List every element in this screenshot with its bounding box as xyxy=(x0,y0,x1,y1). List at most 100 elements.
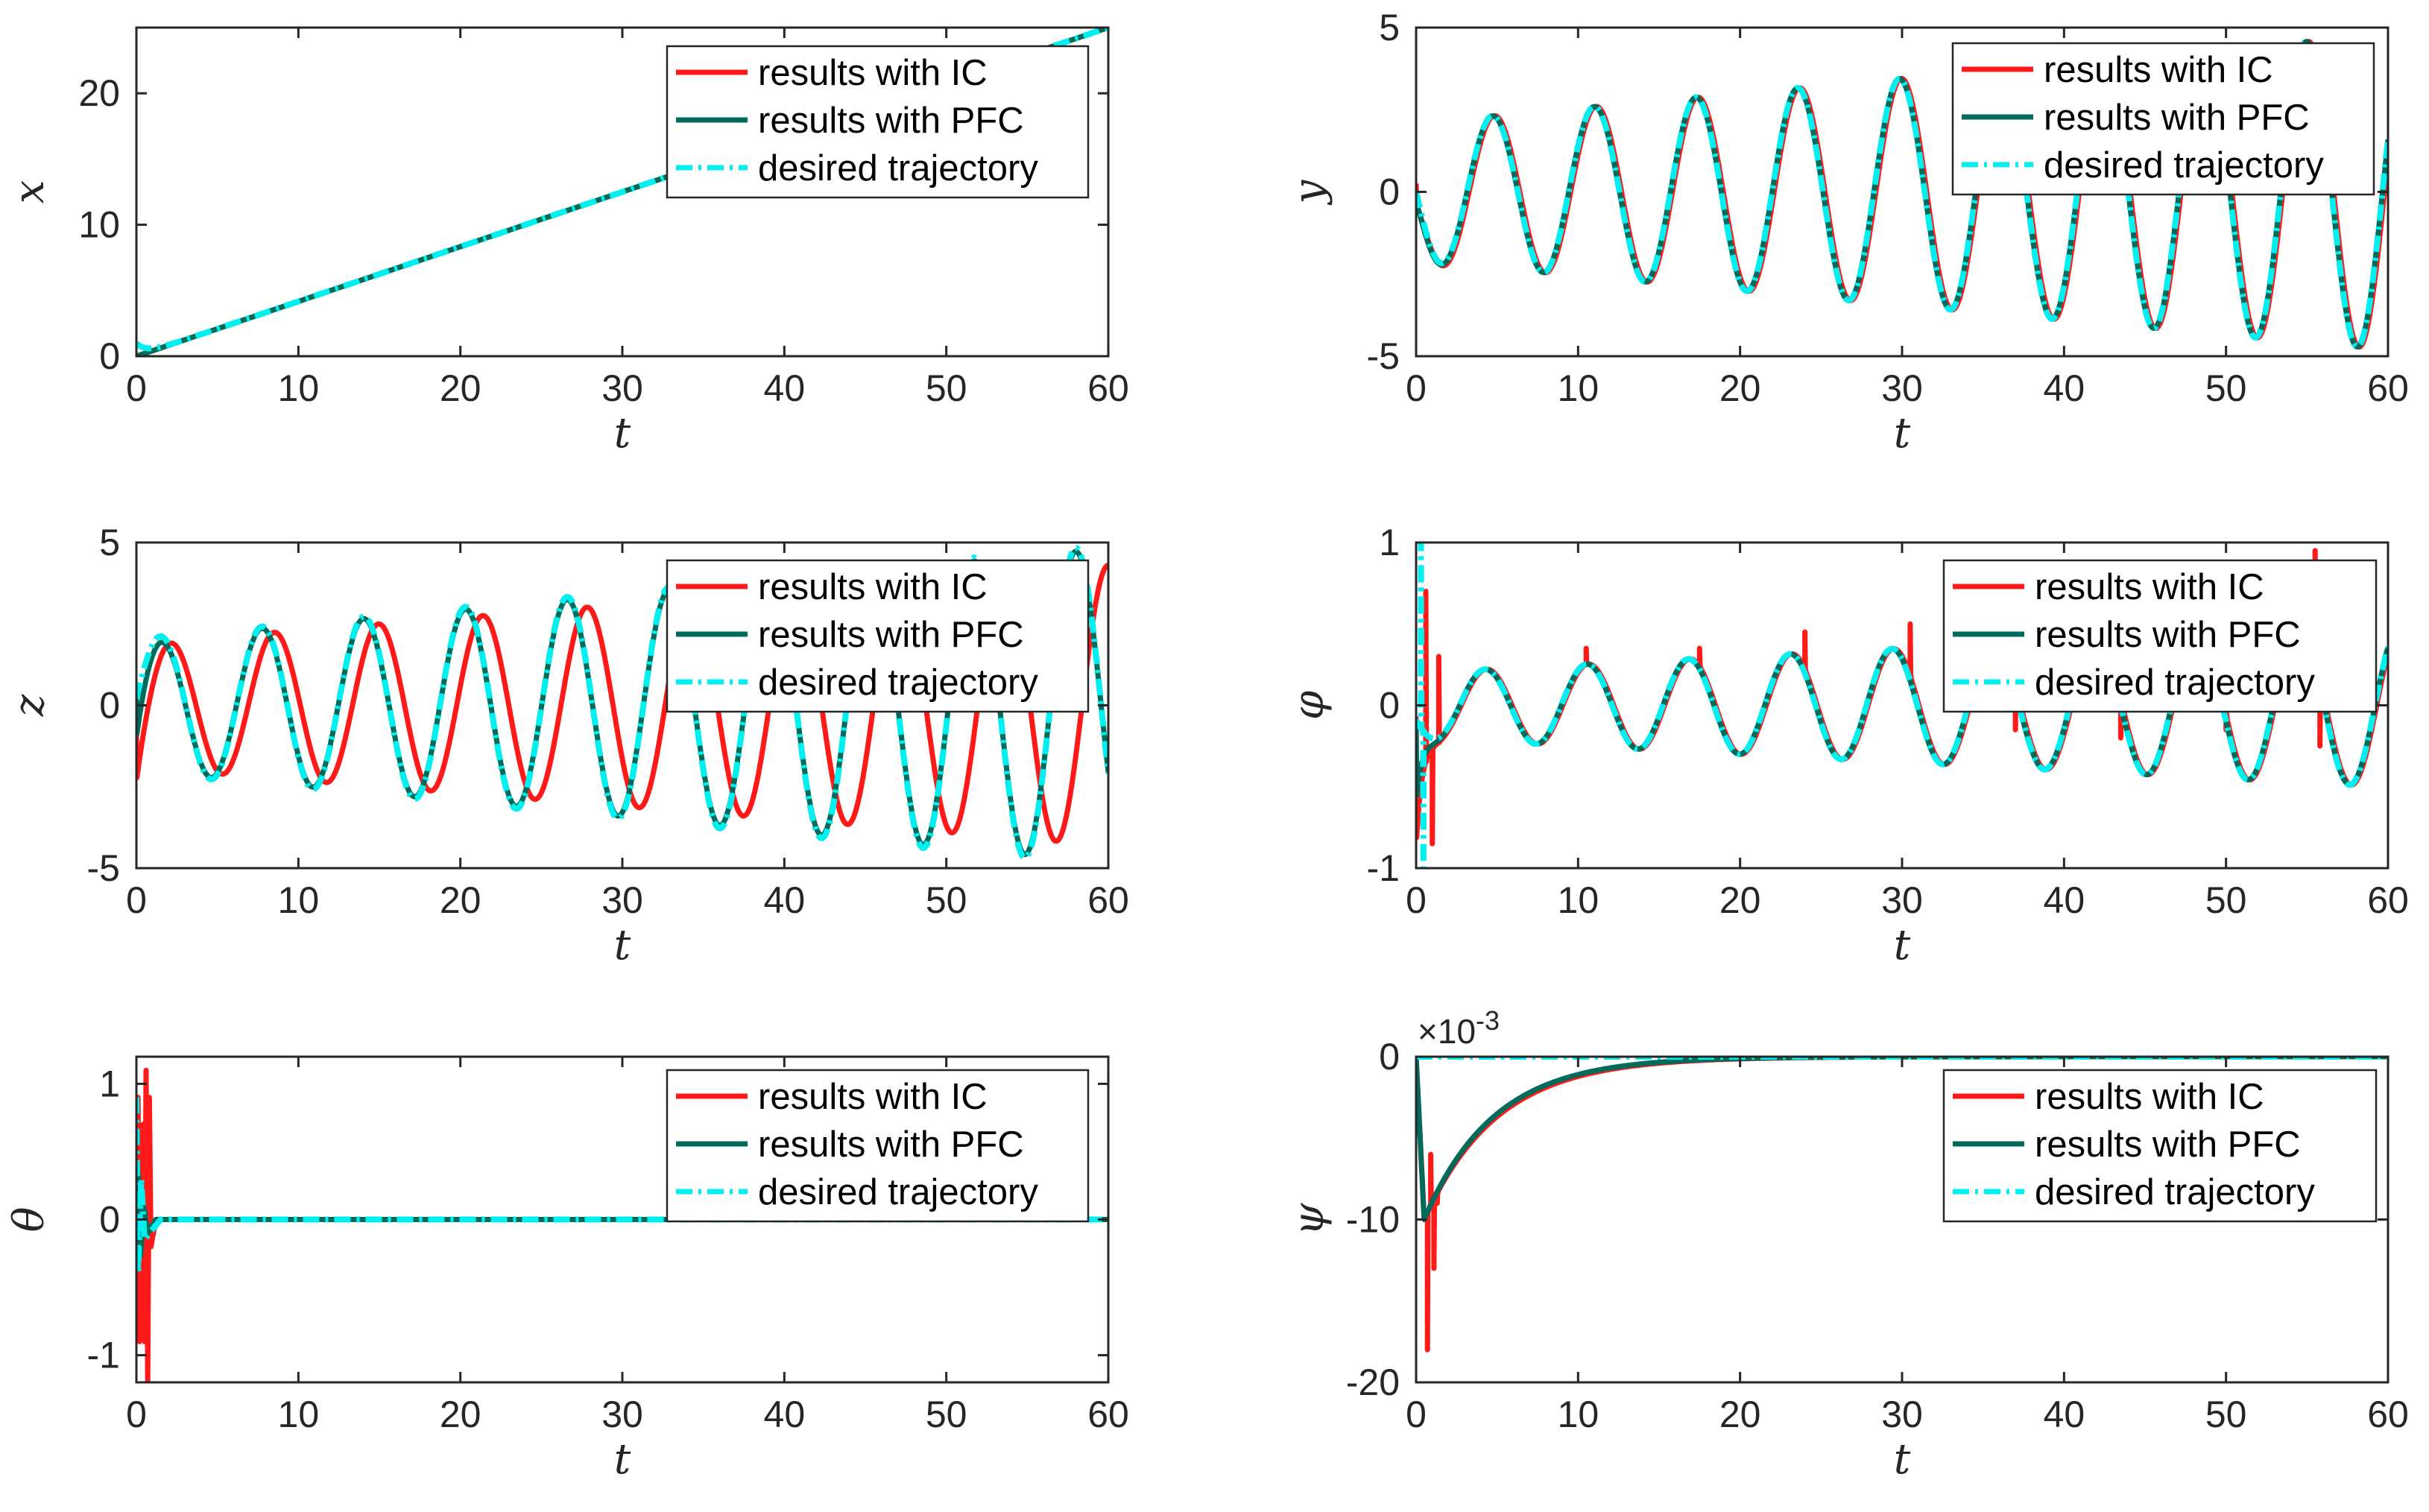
y-tick-label: 10 xyxy=(78,204,120,246)
y-tick-label: 0 xyxy=(99,335,120,377)
series-group-z xyxy=(136,545,1108,861)
x-tick-label: 20 xyxy=(1719,1394,1761,1435)
legend-label-pfc: results with PFC xyxy=(2044,98,2310,138)
y-tick-label: -5 xyxy=(1367,335,1400,377)
x-tick-label: 50 xyxy=(2205,879,2247,921)
x-tick-label: 50 xyxy=(2205,1394,2247,1435)
legend-label-pfc: results with PFC xyxy=(2035,1124,2301,1165)
x-tick-label: 50 xyxy=(2205,367,2247,409)
y-tick-label: 0 xyxy=(99,1199,120,1241)
legend-label-ic: results with IC xyxy=(758,53,988,93)
y-tick-label: -5 xyxy=(87,847,120,889)
legend-label-pfc: results with PFC xyxy=(758,615,1024,655)
legend: results with IC results with PFC desired t… xyxy=(666,45,1090,199)
legend-label-ic: results with IC xyxy=(758,567,988,607)
legend-label-pfc: results with PFC xyxy=(758,101,1024,141)
series-group-phi xyxy=(1416,543,2388,868)
x-axis-label: t xyxy=(1894,921,1911,969)
legend-label-pfc: results with PFC xyxy=(758,1124,1024,1165)
x-tick-label: 0 xyxy=(126,879,147,921)
legend: results with IC results with PFC desired t… xyxy=(1942,559,2378,713)
x-tick-label: 40 xyxy=(2044,1394,2085,1435)
series-line-ic xyxy=(136,563,1108,844)
x-tick-label: 60 xyxy=(1087,879,1129,921)
x-tick-label: 40 xyxy=(764,1394,806,1435)
x-axis-label: t xyxy=(614,409,631,458)
x-tick-label: 60 xyxy=(2367,1394,2409,1435)
x-axis-label: t xyxy=(614,1435,631,1484)
x-tick-label: 10 xyxy=(278,1394,320,1435)
legend-label-desired: desired trajectory xyxy=(2035,1172,2315,1212)
legend-label-desired: desired trajectory xyxy=(2044,145,2324,186)
y-axis-label: x xyxy=(5,180,54,204)
legend-label-desired: desired trajectory xyxy=(758,1172,1038,1212)
y-tick-label: 20 xyxy=(78,72,120,114)
x-tick-label: 10 xyxy=(1558,367,1599,409)
y-tick-label: -1 xyxy=(87,1335,120,1376)
x-tick-label: 30 xyxy=(601,1394,643,1435)
y-tick-label: 0 xyxy=(99,685,120,727)
axis-multiplier: ×10-3 xyxy=(1418,1005,1500,1051)
legend-label-desired: desired trajectory xyxy=(758,662,1038,703)
series-line-desired xyxy=(1416,543,2388,868)
x-tick-label: 10 xyxy=(1558,1394,1599,1435)
y-tick-label: 0 xyxy=(1379,1036,1400,1078)
x-tick-label: 60 xyxy=(2367,879,2409,921)
legend: results with IC results with PFC desired t… xyxy=(1951,42,2375,196)
x-tick-label: 0 xyxy=(1406,879,1427,921)
y-tick-label: -1 xyxy=(1367,847,1400,889)
x-tick-label: 0 xyxy=(126,367,147,409)
x-tick-label: 40 xyxy=(2044,367,2085,409)
x-tick-label: 30 xyxy=(1881,879,1923,921)
y-tick-label: -10 xyxy=(1346,1199,1400,1241)
y-tick-label: 1 xyxy=(1379,522,1400,563)
legend: results with IC results with PFC desired t… xyxy=(1942,1069,2378,1223)
x-tick-label: 50 xyxy=(926,1394,967,1435)
x-tick-label: 0 xyxy=(1406,367,1427,409)
x-tick-label: 40 xyxy=(764,879,806,921)
x-axis-label: t xyxy=(1894,1435,1911,1484)
y-tick-label: 1 xyxy=(99,1063,120,1104)
x-tick-label: 60 xyxy=(1087,367,1129,409)
x-tick-label: 20 xyxy=(440,367,481,409)
x-tick-label: 0 xyxy=(1406,1394,1427,1435)
x-tick-label: 20 xyxy=(440,1394,481,1435)
x-tick-label: 50 xyxy=(926,367,967,409)
y-axis-label: y xyxy=(1285,179,1333,206)
y-tick-label: -20 xyxy=(1346,1361,1400,1403)
x-tick-label: 60 xyxy=(1087,1394,1129,1435)
x-tick-label: 60 xyxy=(2367,367,2409,409)
x-tick-label: 40 xyxy=(2044,879,2085,921)
y-axis-label: φ xyxy=(1285,691,1333,720)
series-line-desired xyxy=(136,545,1108,861)
x-tick-label: 10 xyxy=(1558,879,1599,921)
y-tick-label: 5 xyxy=(99,522,120,563)
x-tick-label: 30 xyxy=(601,367,643,409)
x-tick-label: 20 xyxy=(1719,367,1761,409)
legend: results with IC results with PFC desired t… xyxy=(666,559,1090,713)
y-axis-label: z xyxy=(5,694,54,717)
y-axis-label: ψ xyxy=(1285,1202,1333,1236)
legend-label-ic: results with IC xyxy=(2035,567,2264,607)
legend-label-ic: results with IC xyxy=(2044,50,2273,90)
x-tick-label: 20 xyxy=(440,879,481,921)
y-tick-label: 0 xyxy=(1379,171,1400,213)
legend-label-ic: results with IC xyxy=(2035,1077,2264,1117)
legend: results with IC results with PFC desired t… xyxy=(666,1069,1090,1223)
series-line-desired xyxy=(136,1097,1108,1277)
legend-label-desired: desired trajectory xyxy=(2035,662,2315,703)
x-tick-label: 0 xyxy=(126,1394,147,1435)
x-tick-label: 10 xyxy=(278,367,320,409)
legend-label-pfc: results with PFC xyxy=(2035,615,2301,655)
x-tick-label: 50 xyxy=(926,879,967,921)
x-tick-label: 30 xyxy=(1881,1394,1923,1435)
x-tick-label: 10 xyxy=(278,879,320,921)
y-tick-label: 0 xyxy=(1379,685,1400,727)
x-tick-label: 30 xyxy=(1881,367,1923,409)
